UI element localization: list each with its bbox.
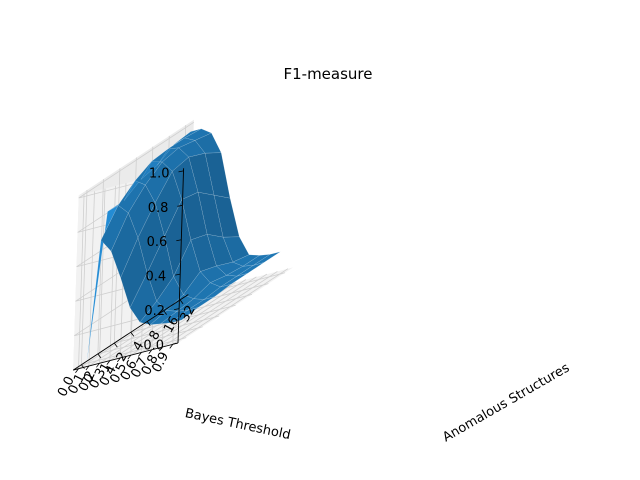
- x-tick-mark: [138, 352, 142, 357]
- z-tick-label: 0.0: [143, 339, 164, 354]
- surface-mesh: [86, 128, 281, 364]
- x-tick-mark: [106, 360, 111, 365]
- y-tick-mark: [163, 310, 167, 315]
- surface-face: [174, 128, 202, 145]
- x-axis-line: [73, 342, 179, 371]
- z-tick-mark: [174, 308, 180, 310]
- y-tick-label: 16: [161, 314, 182, 336]
- x-tick-mark: [169, 344, 174, 349]
- y-tick-mark: [97, 353, 102, 359]
- z-tick-mark: [175, 273, 181, 276]
- z-tick-mark: [177, 204, 183, 207]
- surface-face: [184, 128, 213, 141]
- z-tick-label: 0.2: [144, 304, 165, 319]
- z-tick-mark: [176, 239, 182, 242]
- x-tick-mark: [127, 354, 132, 360]
- axis-lines: [72, 168, 189, 373]
- chart-title: F1-measure: [283, 65, 372, 83]
- surface-face: [222, 236, 250, 263]
- tick-labels: 0.90.80.70.60.50.40.30.20.10.0 0124816320…: [55, 166, 199, 399]
- x-tick-mark: [96, 363, 100, 368]
- x-tick-mark: [148, 349, 153, 355]
- y-tick-label: 32: [177, 303, 198, 325]
- surface-face: [253, 251, 281, 266]
- y-tick-mark: [179, 299, 184, 305]
- z-tick-mark: [178, 170, 184, 173]
- x-tick-mark: [117, 357, 121, 363]
- x-tick-mark: [85, 365, 90, 371]
- z-tick-mark: [172, 342, 179, 345]
- y-tick-mark: [130, 332, 135, 337]
- z-tick-label: 1.0: [149, 166, 170, 181]
- y-tick-mark: [114, 342, 118, 348]
- surface-face: [204, 152, 231, 199]
- y-tick-mark: [81, 364, 85, 369]
- z-axis-line: [177, 168, 185, 344]
- z-tick-label: 0.6: [147, 235, 168, 250]
- y-tick-mark: [146, 321, 151, 326]
- z-tick-label: 0.4: [146, 270, 167, 285]
- x-tick-mark: [158, 346, 163, 352]
- x-tick-mark: [75, 368, 79, 373]
- z-tick-label: 0.8: [148, 201, 169, 216]
